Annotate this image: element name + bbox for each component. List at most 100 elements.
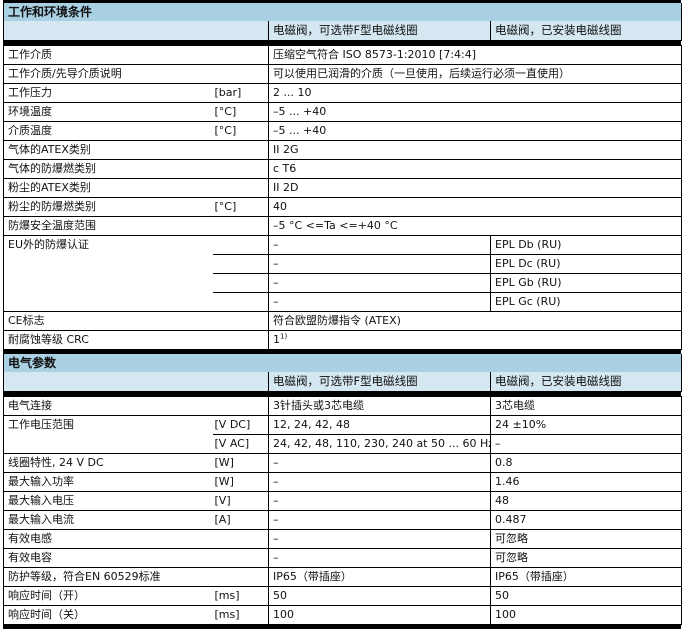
- table-row: 粉尘的ATEX类别 II 2D: [3, 178, 682, 198]
- value-text: –5 ... +40: [273, 105, 327, 118]
- value-cell: 压缩空气符合 ISO 8573-1:2010 [7:4:4]: [268, 45, 682, 65]
- row-unit: [°C]: [212, 102, 269, 122]
- row-label: 最大输入功率: [3, 472, 213, 492]
- value-cell: 0.8: [490, 453, 682, 473]
- value-cell: –: [268, 548, 491, 568]
- value-cell: –: [490, 434, 682, 454]
- value-text: –5 °C <=Ta <=+40 °C: [273, 219, 398, 232]
- row-unit: [212, 548, 269, 568]
- spec-table-body: 工作介质 压缩空气符合 ISO 8573-1:2010 [7:4:4] 工作介质/先…: [3, 45, 682, 350]
- table-row: EU外的防爆认证 – EPL Db (RU): [3, 235, 682, 312]
- table-row: 工作介质 压缩空气符合 ISO 8573-1:2010 [7:4:4]: [3, 45, 682, 65]
- row-unit: [°C]: [212, 197, 269, 217]
- table-row: 最大输入电流 [A] – 0.487: [3, 510, 682, 530]
- section-divider: [3, 350, 681, 354]
- row-label: 响应时间（开）: [3, 586, 213, 606]
- value-cell: 48: [490, 491, 682, 511]
- value-cell: EPL Dc (RU): [490, 254, 682, 274]
- value-cell: 2 ... 10: [268, 83, 682, 103]
- value-text: 压缩空气符合 ISO 8573-1:2010 [7:4:4]: [273, 48, 477, 61]
- table-row: 工作压力 [bar] 2 ... 10: [3, 83, 682, 103]
- row-unit: [212, 235, 269, 255]
- value-text: –: [273, 532, 279, 545]
- value-text: –: [273, 295, 279, 308]
- value-text: 100: [273, 608, 294, 621]
- value-cell: –: [268, 472, 491, 492]
- row-label: 工作介质: [3, 45, 213, 65]
- value-cell: 24 ±10%: [490, 415, 682, 435]
- table-row: 耐腐蚀等级 CRC 11): [3, 330, 682, 350]
- value-cell: –: [268, 292, 491, 312]
- value-cell: c T6: [268, 159, 682, 179]
- row-unit: [ms]: [212, 586, 269, 606]
- bottom-divider: [3, 625, 681, 629]
- row-label: 耐腐蚀等级 CRC: [3, 330, 213, 350]
- column-header: 电磁阀，可选带F型电磁线圈: [268, 372, 491, 392]
- row-unit: [212, 273, 269, 293]
- value-cell: 符合欧盟防爆指令 (ATEX): [268, 311, 682, 331]
- value-cell: 可忽略: [490, 529, 682, 549]
- value-text: –: [273, 475, 279, 488]
- table-row: 响应时间（开） [ms] 50 50: [3, 586, 682, 606]
- value-cell: IP65（带插座）: [490, 567, 682, 587]
- value-text: II 2G: [273, 143, 299, 156]
- value-text: –: [273, 257, 279, 270]
- value-cell: –5 ... +40: [268, 121, 682, 141]
- row-label: 工作压力: [3, 83, 213, 103]
- row-label: 响应时间（关）: [3, 605, 213, 625]
- row-label: 防爆安全温度范围: [3, 216, 213, 236]
- row-label: 介质温度: [3, 121, 213, 141]
- table-row: 粉尘的防爆燃类别 [°C] 40: [3, 197, 682, 217]
- row-unit: [212, 216, 269, 236]
- column-header-blank: [3, 372, 269, 392]
- value-cell: 11): [268, 330, 682, 350]
- column-header-blank: [3, 21, 269, 41]
- section-header: 工作和环境条件: [2, 3, 683, 21]
- row-label: 气体的ATEX类别: [3, 140, 213, 160]
- table-row: CE标志 符合欧盟防爆指令 (ATEX): [3, 311, 682, 331]
- table-row: 最大输入功率 [W] – 1.46: [3, 472, 682, 492]
- row-unit: [212, 330, 269, 350]
- section-title: 电气参数: [2, 354, 683, 372]
- footnote-ref: 1): [280, 332, 288, 341]
- row-label: 最大输入电压: [3, 491, 213, 511]
- table-row: 有效电容 – 可忽略: [3, 548, 682, 568]
- row-label: 最大输入电流: [3, 510, 213, 530]
- value-cell: 50: [268, 586, 491, 606]
- value-cell: 0.487: [490, 510, 682, 530]
- value-cell: II 2D: [268, 178, 682, 198]
- value-text: –5 ... +40: [273, 124, 327, 137]
- row-unit: [A]: [212, 510, 269, 530]
- value-cell: EPL Db (RU): [490, 235, 682, 255]
- row-label: 有效电感: [3, 529, 213, 549]
- value-cell: 12, 24, 42, 48: [268, 415, 491, 435]
- value-text: –: [273, 276, 279, 289]
- table-row: 环境温度 [°C] –5 ... +40: [3, 102, 682, 122]
- value-cell: –: [268, 235, 491, 255]
- row-unit: [W]: [212, 472, 269, 492]
- value-cell: 3芯电缆: [490, 396, 682, 416]
- value-cell: EPL Gc (RU): [490, 292, 682, 312]
- table-row: 最大输入电压 [V] – 48: [3, 491, 682, 511]
- table-row: – EPL Gb (RU): [4, 273, 682, 293]
- header-divider: [3, 392, 681, 396]
- row-unit: [bar]: [212, 83, 269, 103]
- row-unit: [ms]: [212, 605, 269, 625]
- value-text: –: [273, 494, 279, 507]
- row-label: 电气连接: [3, 396, 213, 416]
- row-label: CE标志: [3, 311, 213, 331]
- header-divider: [3, 41, 681, 45]
- value-text: 24, 42, 48, 110, 230, 240 at 50 ... 60 H…: [273, 437, 491, 450]
- row-unit: [212, 140, 269, 160]
- value-text: II 2D: [273, 181, 299, 194]
- table-row: 工作介质/先导介质说明 可以使用已润滑的介质（一旦使用，后续运行必须一直使用）: [3, 64, 682, 84]
- value-cell: 100: [268, 605, 491, 625]
- value-cell: –: [268, 273, 491, 293]
- column-header-row: 电磁阀，可选带F型电磁线圈 电磁阀，已安装电磁线圈: [3, 21, 683, 41]
- value-cell: –5 ... +40: [268, 102, 682, 122]
- row-unit: [°C]: [212, 121, 269, 141]
- row-label: 气体的防爆燃类别: [3, 159, 213, 179]
- spec-table-body: 电气连接 3针插头或3芯电缆 3芯电缆 工作电压范围 [V DC] 12, 24, 42,…: [3, 396, 682, 625]
- value-text: IP65（带插座）: [273, 570, 352, 583]
